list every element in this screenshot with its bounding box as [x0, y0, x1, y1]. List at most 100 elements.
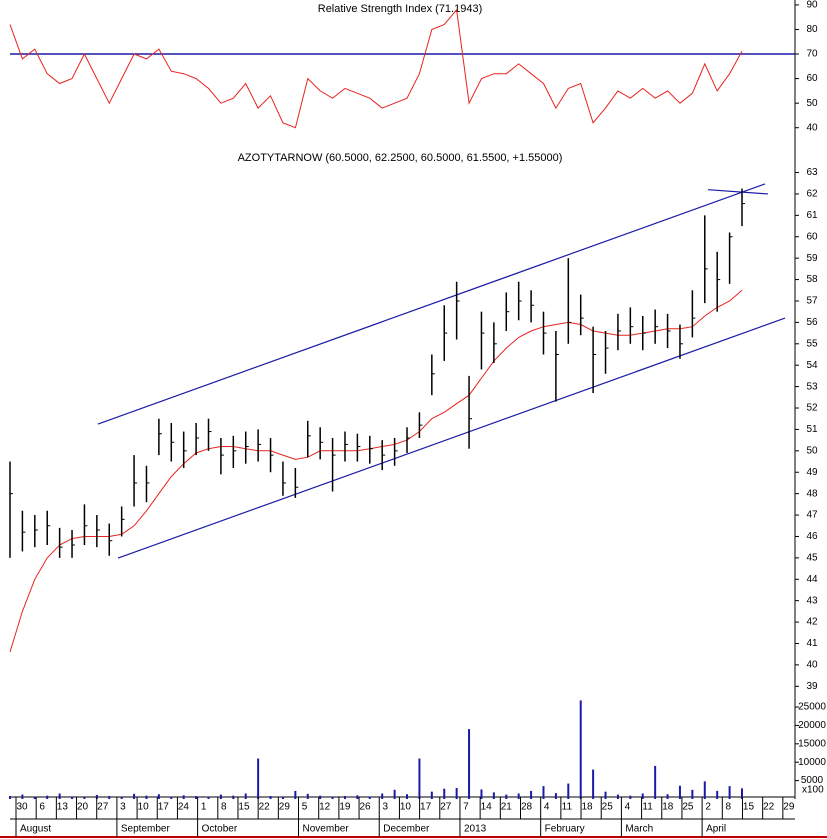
- week-label: 15: [238, 802, 250, 813]
- week-label: 11: [642, 802, 653, 813]
- week-label: 24: [178, 802, 190, 813]
- week-label: 27: [440, 802, 452, 813]
- y-tick-label: 25000: [798, 702, 826, 713]
- volume-bar: [244, 793, 247, 799]
- y-tick-label: 15000: [798, 738, 826, 749]
- month-label: August: [20, 824, 51, 835]
- volume-bar: [443, 788, 446, 799]
- volume-bar: [616, 794, 619, 799]
- volume-bar: [95, 794, 98, 799]
- month-label: April: [706, 824, 726, 835]
- month-label: October: [202, 824, 238, 835]
- week-label: 25: [602, 802, 614, 813]
- week-label: 4: [544, 802, 550, 813]
- volume-bar: [480, 789, 483, 799]
- y-tick-label: 50: [806, 445, 818, 456]
- y-tick-label: 48: [806, 488, 818, 499]
- volume-bar: [666, 794, 669, 799]
- volume-bar: [654, 765, 657, 799]
- volume-bar: [133, 793, 136, 799]
- month-label: 2013: [464, 824, 487, 835]
- volume-bar: [33, 796, 36, 799]
- volume-bar: [331, 796, 334, 799]
- volume-bar: [455, 787, 458, 799]
- week-label: 19: [339, 802, 351, 813]
- volume-bar: [306, 793, 309, 799]
- volume-bar: [294, 790, 297, 799]
- volume-bar: [678, 785, 681, 799]
- volume-bar: [716, 790, 719, 799]
- volume-bar: [46, 795, 49, 799]
- volume-bar: [232, 795, 235, 799]
- y-tick-label: 20000: [798, 720, 826, 731]
- week-label: 29: [783, 802, 795, 813]
- volume-bar: [182, 795, 185, 799]
- volume-bar: [567, 783, 570, 799]
- week-label: 28: [521, 802, 533, 813]
- week-label: 12: [319, 802, 331, 813]
- volume-bar: [368, 796, 371, 799]
- volume-bar: [269, 796, 272, 799]
- volume-bar: [703, 781, 706, 799]
- volume-bar: [579, 700, 582, 799]
- volume-bar: [9, 796, 11, 799]
- volume-bar: [145, 795, 148, 799]
- week-label: 27: [97, 802, 109, 813]
- week-label: 1: [201, 802, 207, 813]
- month-label: November: [303, 824, 350, 835]
- month-label: December: [383, 824, 430, 835]
- volume-bar: [207, 796, 210, 799]
- week-label: 22: [259, 802, 271, 813]
- y-tick-label: 54: [806, 360, 818, 371]
- y-tick-label: 40: [806, 660, 818, 671]
- y-tick-label: 44: [806, 574, 818, 585]
- week-label: 30: [16, 802, 28, 813]
- week-label: 2: [705, 802, 711, 813]
- y-tick-label: 49: [806, 467, 818, 478]
- y-tick-label: 53: [806, 381, 818, 392]
- volume-bar: [157, 794, 160, 799]
- week-label: 20: [77, 802, 89, 813]
- y-tick-label: 43: [806, 595, 818, 606]
- week-label: 3: [382, 802, 388, 813]
- y-tick-label: 5000: [801, 775, 824, 786]
- y-tick-label: 63: [806, 167, 818, 178]
- volume-bar: [381, 793, 384, 799]
- y-tick-label: 61: [806, 210, 818, 221]
- y-tick-label: 42: [806, 617, 818, 628]
- volume-bar: [393, 789, 396, 799]
- week-label: 15: [743, 802, 755, 813]
- volume-bar: [195, 796, 198, 799]
- y-tick-label: 41: [806, 638, 818, 649]
- volume-bar: [554, 793, 557, 799]
- y-tick-label: 39: [806, 681, 818, 692]
- y-tick-label: 60: [806, 73, 818, 84]
- volume-bar: [468, 729, 471, 799]
- y-tick-label: 59: [806, 253, 818, 264]
- volume-bar: [430, 791, 433, 799]
- week-label: 25: [682, 802, 694, 813]
- y-tick-label: 70: [806, 49, 818, 60]
- week-label: 18: [662, 802, 674, 813]
- volume-bar: [21, 794, 24, 799]
- volume-bar: [505, 794, 508, 799]
- volume-bar: [629, 795, 632, 799]
- volume-bar: [691, 789, 694, 799]
- week-label: 29: [279, 802, 291, 813]
- y-tick-label: 10000: [798, 757, 826, 768]
- volume-bar: [120, 796, 123, 799]
- volume-bar: [170, 796, 173, 799]
- week-label: 11: [562, 802, 573, 813]
- volume-bar: [319, 795, 322, 799]
- volume-unit: x100: [802, 785, 824, 796]
- trendline: [97, 183, 766, 425]
- week-label: 8: [221, 802, 227, 813]
- volume-bar: [418, 758, 421, 799]
- week-label: 13: [57, 802, 69, 813]
- volume-bar: [219, 794, 222, 799]
- volume-bar: [257, 758, 260, 799]
- trendline: [117, 317, 786, 559]
- week-label: 3: [120, 802, 126, 813]
- week-label: 8: [726, 802, 732, 813]
- volume-bar: [492, 792, 495, 799]
